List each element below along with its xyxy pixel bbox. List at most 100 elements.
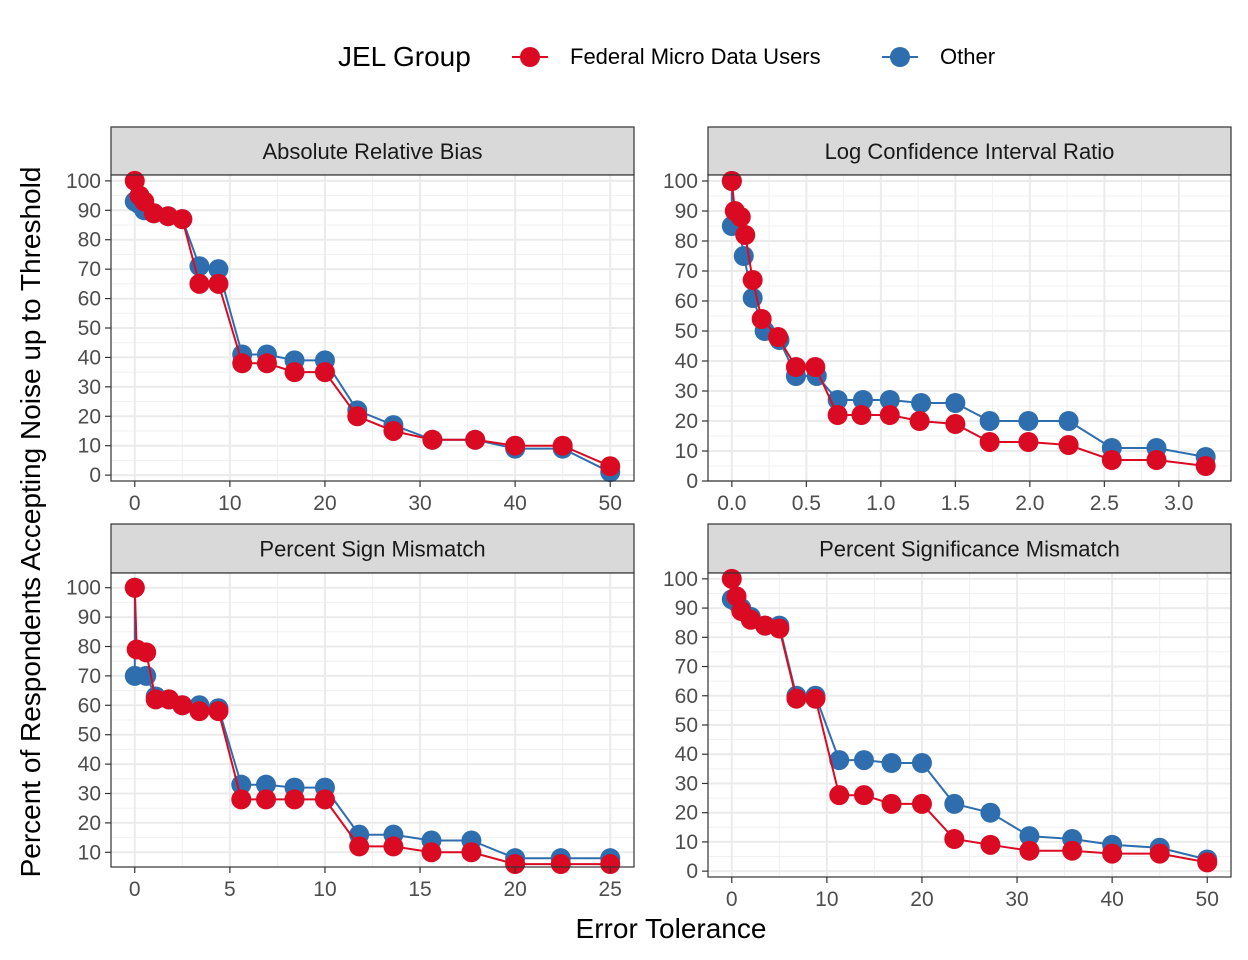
y-tick-label: 50 (675, 714, 698, 737)
data-point (600, 456, 621, 477)
y-tick-label: 20 (675, 802, 698, 825)
data-point (751, 309, 772, 329)
x-tick-label: 10 (218, 492, 241, 515)
data-point (505, 435, 526, 456)
y-tick-label: 20 (78, 812, 101, 835)
data-point (730, 207, 751, 227)
data-point (735, 225, 756, 245)
y-tick-label: 60 (78, 288, 101, 311)
x-tick-label: 0.0 (717, 492, 746, 515)
data-point (1018, 411, 1039, 431)
data-point (979, 432, 1000, 452)
x-tick-label: 20 (503, 878, 526, 901)
data-point (255, 774, 276, 795)
data-point (945, 393, 966, 413)
y-tick-label: 40 (675, 350, 698, 373)
y-tick-label: 70 (78, 258, 101, 281)
data-point (853, 785, 874, 806)
facet-panel: Percent Sign Mismatch 0 5 10 15 20 25 10 20 30 40 5… (66, 523, 635, 901)
data-point (465, 429, 486, 450)
data-point (189, 701, 210, 722)
data-point (347, 406, 368, 427)
data-point (768, 327, 789, 347)
x-tick-label: 5 (224, 878, 236, 901)
data-point (383, 420, 404, 441)
y-tick-label: 60 (675, 685, 698, 708)
y-tick-label: 90 (675, 200, 698, 223)
y-tick-label: 80 (675, 230, 698, 253)
y-tick-label: 30 (78, 376, 101, 399)
data-point (881, 753, 902, 773)
data-point (552, 435, 573, 456)
data-point (853, 750, 874, 771)
data-point (461, 842, 482, 863)
data-point (255, 789, 276, 810)
x-tick-label: 2.0 (1015, 492, 1044, 515)
data-point (314, 362, 335, 383)
x-tick-label: 10 (815, 888, 838, 911)
data-point (383, 836, 404, 857)
facet-strip (707, 126, 1232, 176)
legend-item-other: Other (882, 44, 995, 69)
data-point (1102, 843, 1123, 864)
y-tick-label: 50 (675, 320, 698, 343)
data-point (829, 750, 850, 771)
panel-border (707, 174, 1232, 482)
y-tick-label: 40 (78, 753, 101, 776)
x-tick-label: 1.0 (866, 492, 895, 515)
data-point (550, 854, 571, 875)
x-tick-label: 2.5 (1090, 492, 1119, 515)
data-point (742, 270, 763, 290)
y-tick-label: 0 (686, 860, 698, 883)
data-point (805, 688, 826, 709)
x-tick-label: 30 (408, 492, 431, 515)
data-point (600, 854, 621, 875)
y-tick-label: 10 (78, 435, 101, 458)
data-point (314, 789, 335, 810)
x-axis-title: Error Tolerance (576, 913, 767, 944)
x-tick-label: 20 (313, 492, 336, 515)
data-point (232, 353, 253, 374)
y-tick-label: 10 (78, 841, 101, 864)
data-point (284, 362, 305, 383)
y-tick-label: 60 (78, 694, 101, 717)
y-tick-label: 70 (78, 665, 101, 688)
data-point (189, 273, 210, 294)
data-point (805, 357, 826, 377)
data-point (944, 829, 965, 849)
data-point (1195, 456, 1216, 476)
data-point (172, 695, 193, 716)
data-point (721, 568, 742, 589)
y-tick-label: 90 (78, 606, 101, 629)
data-point (256, 353, 277, 374)
x-tick-label: 0 (129, 878, 141, 901)
data-point (829, 785, 850, 806)
data-point (1149, 843, 1170, 864)
facet-strip (707, 523, 1232, 574)
panel-border (110, 572, 635, 868)
data-point (172, 209, 193, 230)
y-tick-label: 70 (675, 656, 698, 679)
data-point (879, 390, 900, 410)
data-point (208, 273, 229, 294)
data-point (1019, 840, 1040, 861)
x-tick-label: 20 (910, 888, 933, 911)
data-point (349, 836, 370, 857)
x-tick-label: 25 (599, 878, 622, 901)
y-tick-label: 10 (675, 440, 698, 463)
data-point (852, 390, 873, 410)
facet-title: Log Confidence Interval Ratio (825, 139, 1115, 164)
data-point (881, 793, 902, 814)
legend-item-federal: Federal Micro Data Users (512, 44, 821, 69)
facet-strip (110, 523, 635, 574)
data-point (1197, 852, 1218, 873)
data-point (785, 357, 806, 377)
y-tick-label: 50 (78, 317, 101, 340)
legend-label-federal: Federal Micro Data Users (570, 44, 821, 69)
y-tick-label: 90 (675, 597, 698, 620)
y-tick-label: 30 (675, 772, 698, 795)
data-point (827, 405, 848, 425)
data-point (1018, 432, 1039, 452)
